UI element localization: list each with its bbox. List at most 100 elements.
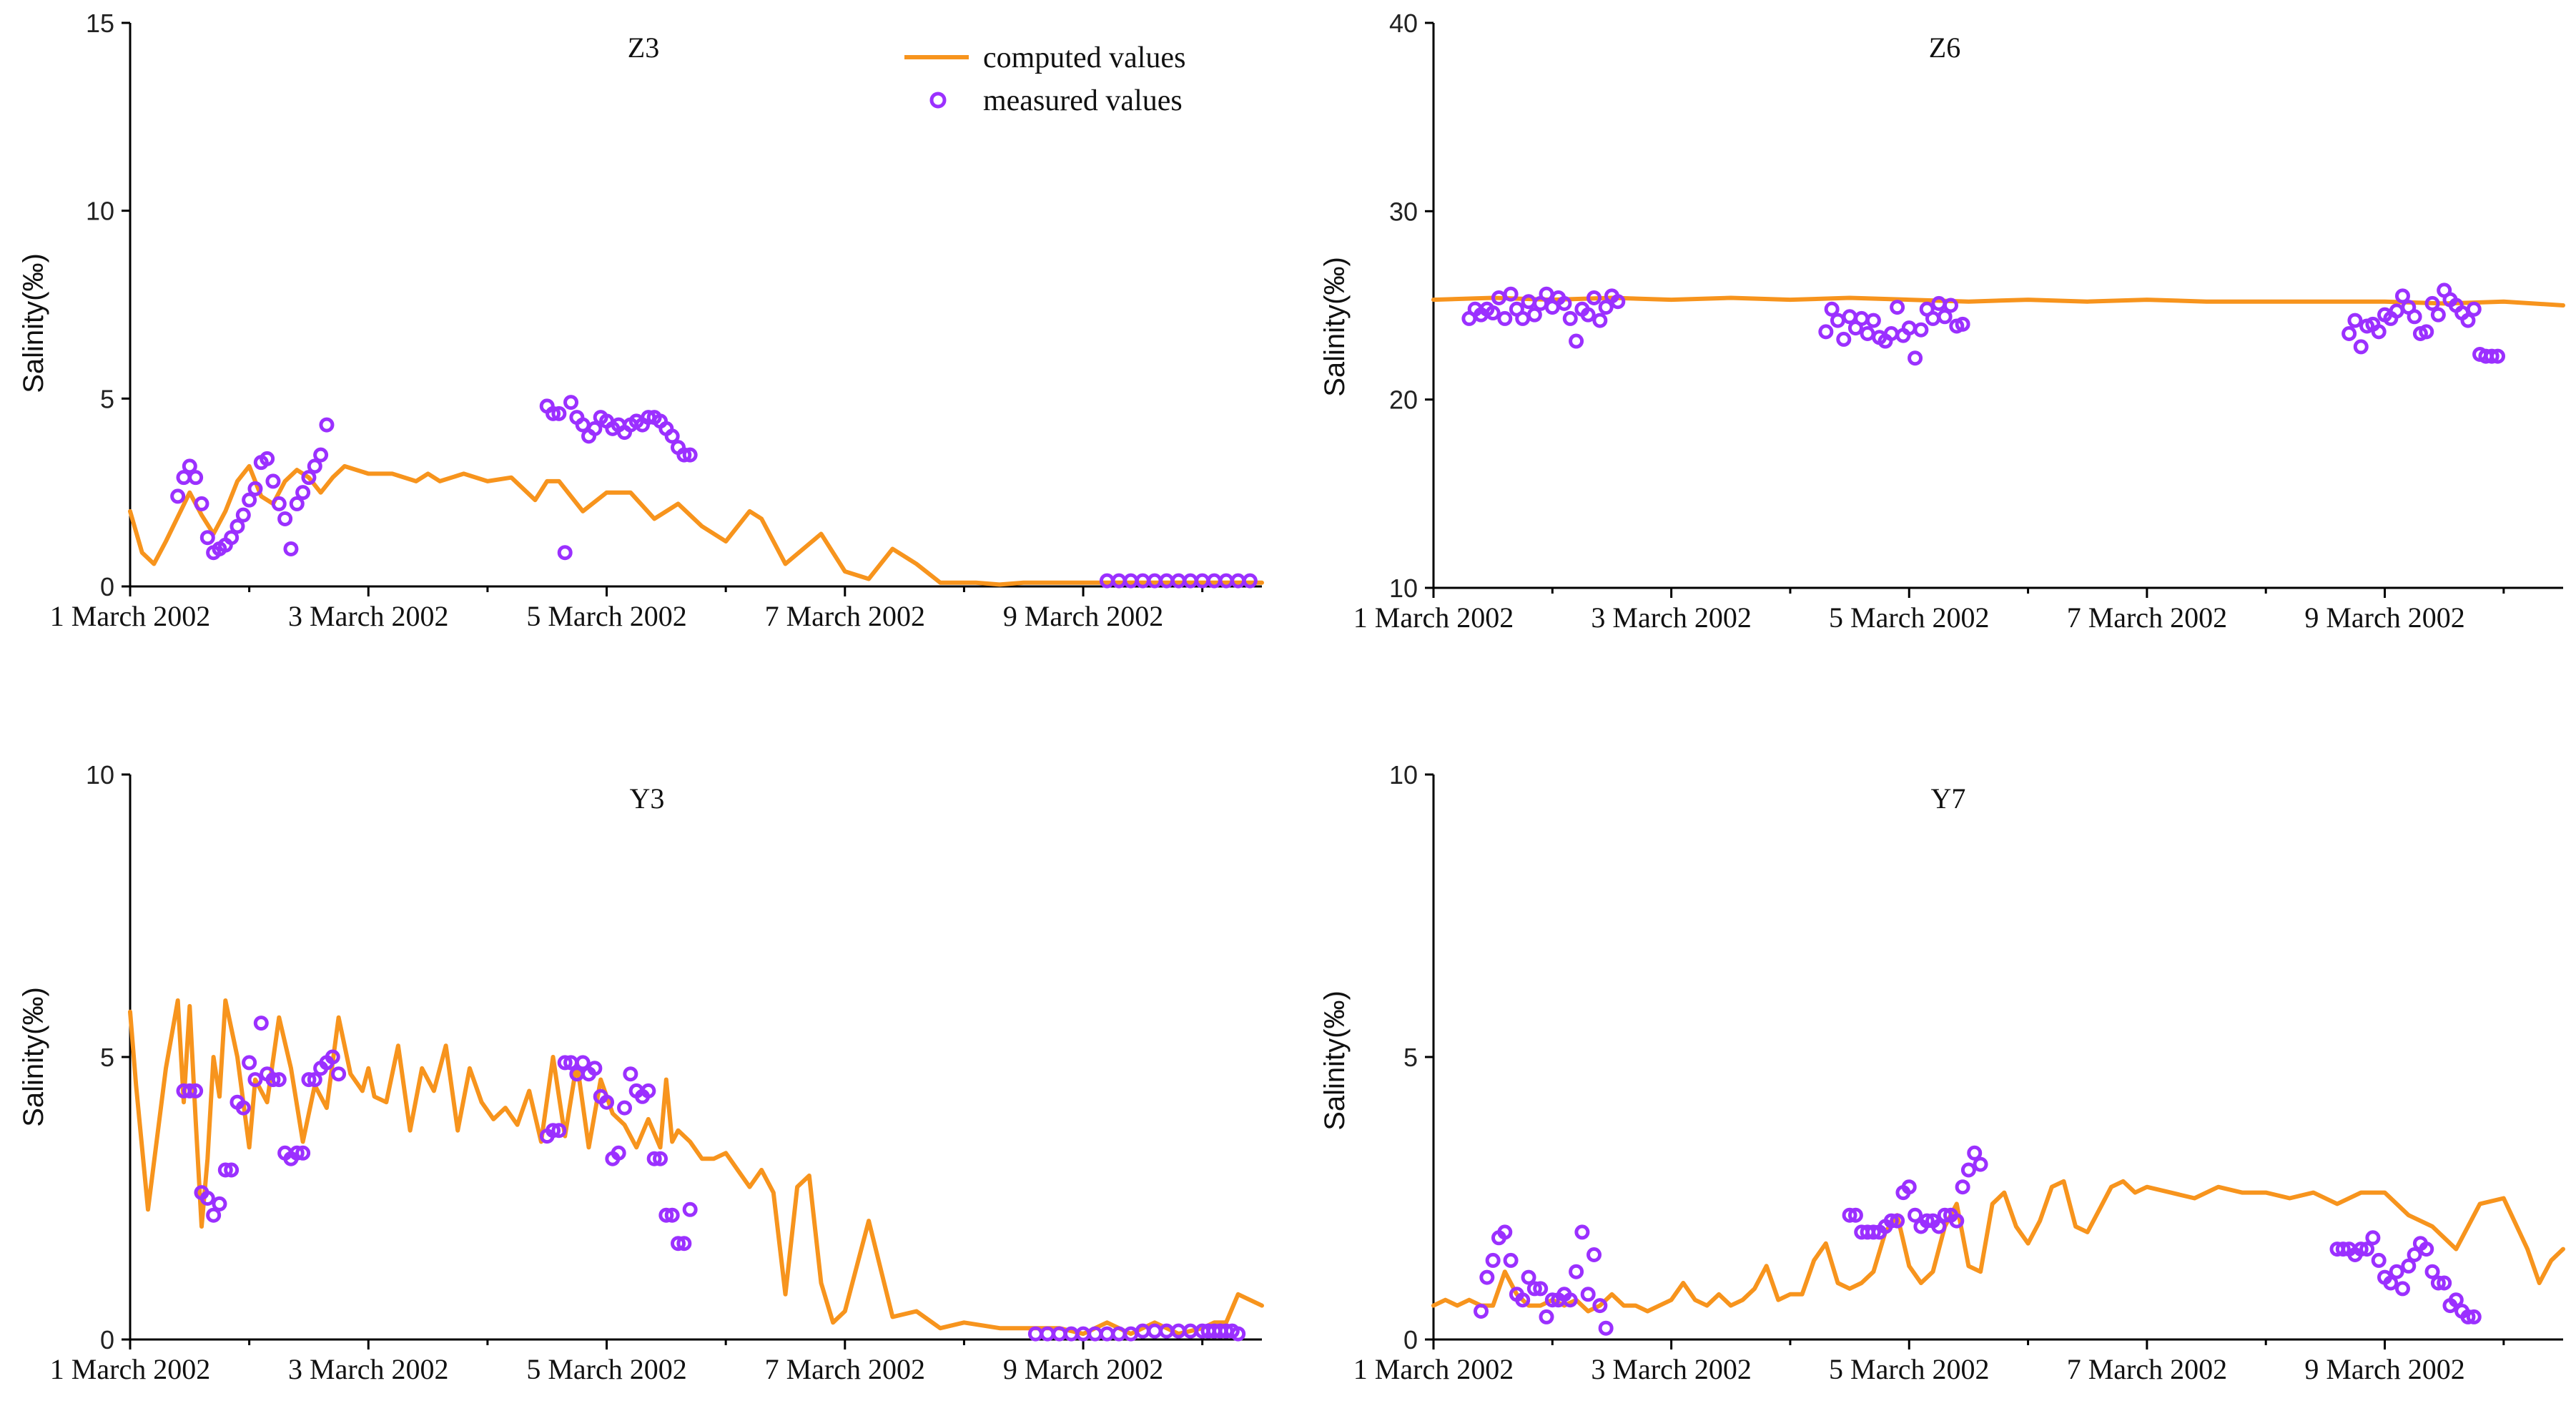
measured-value-point	[1586, 1247, 1602, 1262]
y-tick-label: 10	[86, 760, 114, 790]
measured-value-point	[641, 1083, 656, 1098]
measured-value-point	[1533, 1281, 1549, 1297]
measured-value-point	[242, 492, 257, 508]
y-tick-label: 5	[100, 1043, 114, 1072]
measured-value-point	[199, 1191, 215, 1206]
measured-value-point	[2430, 1275, 2446, 1291]
measured-value-point	[217, 1162, 233, 1178]
measured-value-point	[1544, 1292, 1560, 1308]
measured-value-point	[2424, 295, 2440, 311]
measured-value-point	[1610, 294, 1626, 310]
measured-value-point	[1586, 290, 1602, 305]
measured-value-point	[242, 1055, 257, 1071]
measured-value-point	[575, 1055, 591, 1071]
panel-title: Z3	[628, 31, 659, 64]
measured-value-point	[2407, 1247, 2422, 1262]
plot-area: 0 5 10 1 March 2002 3 March 2002 5 March 2002…	[1353, 760, 2565, 1385]
measured-value-point	[1562, 310, 1578, 326]
measured-value-point	[301, 1072, 317, 1088]
measured-value-point	[1919, 1213, 1935, 1229]
measured-value-point	[546, 405, 561, 421]
measured-value-point	[295, 485, 311, 501]
x-tick-label: 7 March 2002	[2067, 1353, 2227, 1385]
measured-value-point	[1598, 300, 1614, 315]
measured-value-point	[1598, 1320, 1614, 1336]
measured-value-point	[2437, 1275, 2452, 1291]
measured-value-point	[1485, 1252, 1501, 1268]
measured-value-point	[319, 417, 335, 433]
measured-value-point	[676, 1236, 692, 1252]
measured-value-point	[1908, 350, 1923, 366]
measured-value-point	[551, 405, 567, 421]
measured-value-point	[658, 1207, 674, 1223]
measured-value-point	[551, 1123, 567, 1139]
measured-value-point	[2460, 313, 2476, 328]
measured-value-point	[1526, 1281, 1542, 1297]
measured-value-point	[1515, 1292, 1531, 1308]
y-tick-label: 0	[1403, 1325, 1418, 1355]
measured-value-point	[271, 496, 287, 511]
panel-title: Z6	[1929, 31, 1960, 64]
measured-value-point	[224, 530, 240, 546]
measured-value-point	[653, 1151, 668, 1166]
measured-value-point	[1865, 1224, 1881, 1240]
x-tick-label: 1 March 2002	[1353, 1353, 1514, 1385]
panel-title: Y3	[630, 782, 665, 815]
legend: computed values measured values	[904, 41, 1185, 117]
measured-value-point	[2407, 309, 2422, 325]
measured-value-point	[313, 447, 329, 463]
measured-value-point	[206, 1207, 222, 1223]
x-tick-label: 5 March 2002	[526, 600, 686, 632]
measured-value-point	[2419, 1242, 2434, 1257]
measured-value-point	[1901, 1179, 1917, 1195]
x-tick-label: 5 March 2002	[1829, 1353, 1989, 1385]
measured-value-point	[1955, 316, 1970, 332]
measured-value-point	[2335, 1242, 2351, 1257]
y-tick-label: 30	[1389, 197, 1418, 226]
measured-value-point	[1580, 307, 1596, 323]
measured-value-point	[1556, 295, 1572, 311]
x-tick-label: 1 March 2002	[1353, 601, 1514, 634]
measured-value-point	[194, 496, 209, 511]
measured-value-point	[1539, 1309, 1554, 1324]
measured-value-point	[265, 1072, 281, 1088]
measured-value-point	[676, 447, 692, 463]
y-tick-label: 10	[1389, 760, 1418, 790]
plot-area: 10 20 30 40 1 March 2002 3 March 2002 5 March …	[1353, 9, 2565, 634]
measured-value-point	[307, 1072, 322, 1088]
measured-value-point	[1931, 1219, 1947, 1234]
measured-value-point	[1230, 1326, 1246, 1342]
measured-value-point	[1562, 1292, 1578, 1308]
y-tick-label: 10	[1389, 574, 1418, 603]
measured-value-point	[2353, 339, 2369, 355]
measured-value-point	[301, 470, 317, 486]
measured-value-point	[1569, 1264, 1584, 1279]
measured-value-point	[682, 1201, 698, 1217]
measured-value-point	[182, 458, 197, 474]
measured-value-point	[2371, 1252, 2387, 1268]
x-tick-label: 3 March 2002	[288, 1353, 448, 1385]
measured-value-point	[2466, 301, 2482, 317]
measured-value-point	[1908, 1207, 1923, 1223]
panel-z3: Z3 Salinity(‰) 0 5 10 15 1 March 2002 3 March…	[18, 9, 1264, 632]
x-tick-label: 9 March 2002	[2304, 601, 2464, 634]
measured-value-point	[1479, 1269, 1495, 1285]
measured-value-point	[587, 1061, 603, 1076]
measured-value-point	[1574, 1224, 1590, 1240]
x-tick-label: 7 March 2002	[765, 600, 925, 632]
y-tick-label: 0	[100, 1325, 114, 1355]
measured-value-point	[671, 1236, 686, 1252]
measured-value-point	[2365, 1230, 2381, 1246]
measured-value-point	[2448, 1292, 2464, 1308]
measured-value-point	[1937, 1207, 1953, 1223]
measured-value-point	[224, 1162, 240, 1178]
measured-value-point	[611, 1145, 626, 1161]
measured-value-point	[1526, 307, 1542, 323]
measured-value-point	[2394, 288, 2410, 304]
measured-value-point	[247, 1072, 263, 1088]
measured-value-point	[1818, 324, 1834, 340]
panel-y7: Y7 Salinity(‰) 0 5 10 1 March 2002 3 March 2…	[1319, 760, 2565, 1385]
y-axis-label: Salinity(‰)	[18, 253, 49, 393]
